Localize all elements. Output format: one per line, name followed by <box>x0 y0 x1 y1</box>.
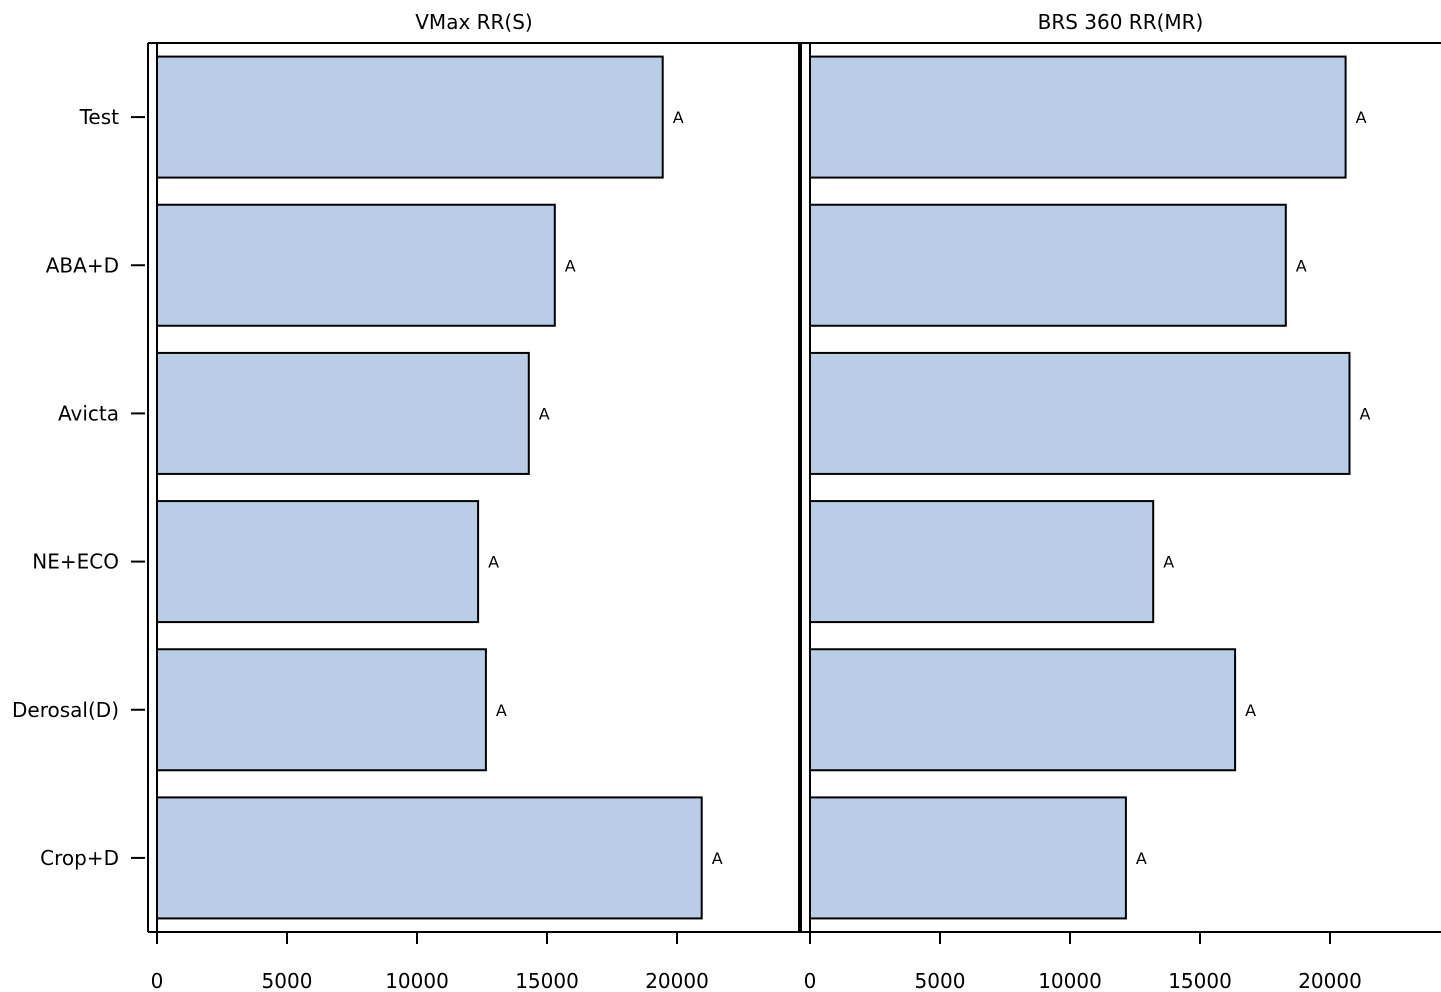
bar-annotation: A <box>1296 256 1307 275</box>
x-tick-label: 20000 <box>1298 969 1362 992</box>
category-label: Test <box>79 105 120 129</box>
x-tick-label: 0 <box>151 969 164 992</box>
x-tick-label: 20000 <box>645 969 709 992</box>
bar-annotation: A <box>1360 404 1371 423</box>
bar-annotation: A <box>1163 553 1174 572</box>
panel-title: BRS 360 RR(MR) <box>1038 10 1204 34</box>
bar-avicta-panel-2 <box>809 351 1351 475</box>
bar-crop-d-panel-1 <box>156 796 703 920</box>
panel-2: BRS 360 RR(MR) A A A A A A 0 5000 10000 15000 20000 <box>800 10 1441 992</box>
category-label: ABA+D <box>46 253 119 277</box>
bar-avicta-panel-1 <box>156 351 530 475</box>
x-tick-label: 5000 <box>262 969 313 992</box>
bar-derosal-d--panel-1 <box>156 648 487 772</box>
bar-annotation: A <box>712 849 723 868</box>
bar-test-panel-1 <box>156 55 664 179</box>
bar-test-panel-2 <box>809 55 1347 179</box>
bar-annotation: A <box>488 553 499 572</box>
bar-annotation: A <box>1136 849 1147 868</box>
bar-aba-d-panel-1 <box>156 203 556 327</box>
bar-derosal-d--panel-2 <box>809 648 1237 772</box>
bar-annotation: A <box>539 404 550 423</box>
x-tick-label: 10000 <box>1038 969 1102 992</box>
category-label: Avicta <box>58 401 119 425</box>
bar-crop-d-panel-2 <box>809 796 1127 920</box>
x-tick-label: 5000 <box>915 969 966 992</box>
bar-annotation: A <box>496 701 507 720</box>
x-tick-label: 15000 <box>1168 969 1232 992</box>
category-label: Derosal(D) <box>12 698 119 722</box>
bar-annotation: A <box>1245 701 1256 720</box>
bar-annotation: A <box>1356 108 1367 127</box>
x-tick-label: 0 <box>804 969 817 992</box>
panel-title: VMax RR(S) <box>415 10 532 34</box>
category-label: NE+ECO <box>32 550 119 574</box>
panel-1: VMax RR(S) A A A A A A 0 5000 10000 15000 20000 <box>148 10 800 992</box>
bar-ne-eco-panel-2 <box>809 500 1155 624</box>
category-label: Crop+D <box>40 846 119 870</box>
bar-aba-d-panel-2 <box>809 203 1287 327</box>
x-tick-label: 10000 <box>385 969 449 992</box>
bar-annotation: A <box>565 256 576 275</box>
bar-annotation: A <box>673 108 684 127</box>
x-tick-label: 15000 <box>515 969 579 992</box>
bar-ne-eco-panel-1 <box>156 500 480 624</box>
